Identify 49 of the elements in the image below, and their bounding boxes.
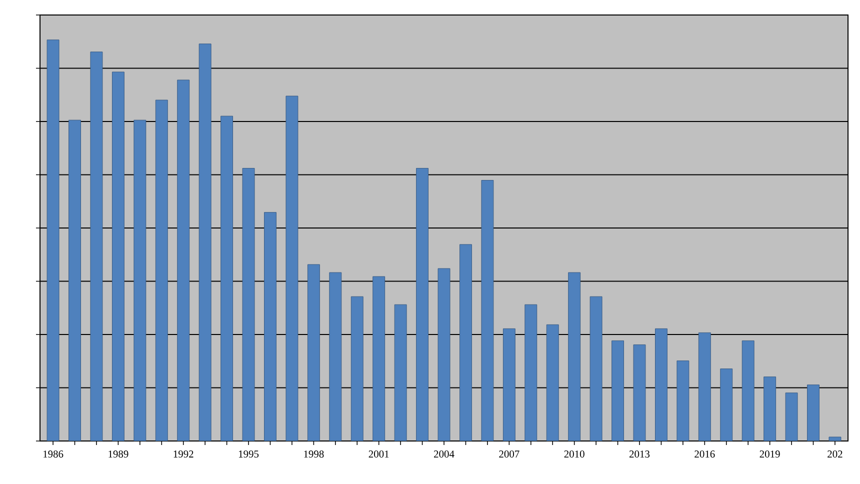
x-tick-label: 2019 xyxy=(760,450,780,458)
bar xyxy=(460,244,472,441)
bar xyxy=(785,392,798,441)
bar xyxy=(742,340,754,441)
x-tick-label: 2016 xyxy=(694,450,715,458)
x-tick-label: 1992 xyxy=(174,450,194,458)
bar xyxy=(177,80,190,441)
bar xyxy=(329,272,342,441)
bar xyxy=(633,344,646,441)
bar xyxy=(524,304,538,441)
bar xyxy=(242,168,255,441)
bar xyxy=(198,44,212,441)
bar xyxy=(568,272,581,441)
bar xyxy=(481,180,494,441)
bar xyxy=(807,384,820,441)
x-tick-label: 1989 xyxy=(108,450,128,458)
bar xyxy=(90,52,103,441)
bar xyxy=(438,268,450,441)
bar xyxy=(416,168,429,441)
x-tick-label: 2007 xyxy=(499,450,520,458)
bar xyxy=(220,116,234,441)
bar xyxy=(264,212,276,441)
bar xyxy=(155,100,168,441)
x-tick-label: 2010 xyxy=(564,450,584,458)
bar xyxy=(546,324,559,441)
x-tick-label: 2013 xyxy=(629,450,650,458)
bar xyxy=(286,96,298,441)
bar xyxy=(764,376,776,441)
bar xyxy=(502,328,516,441)
bar xyxy=(612,340,624,441)
x-tick-label: 2004 xyxy=(434,450,454,458)
bar xyxy=(676,360,690,441)
bar xyxy=(307,264,320,441)
bar xyxy=(68,120,81,441)
bar xyxy=(698,332,711,441)
x-tick-label: 1995 xyxy=(238,450,259,458)
bar xyxy=(590,296,602,441)
bar xyxy=(654,328,668,441)
x-tick-label: 1986 xyxy=(43,450,64,458)
bar xyxy=(134,120,146,441)
x-tick-label: 1998 xyxy=(304,450,324,458)
x-tick-label: 202 xyxy=(828,450,842,458)
bar xyxy=(112,72,124,441)
bar xyxy=(372,276,386,441)
x-tick-label: 2001 xyxy=(368,450,389,458)
bar xyxy=(351,296,364,441)
bar xyxy=(394,304,407,441)
bar xyxy=(46,40,60,441)
bar xyxy=(720,368,733,441)
